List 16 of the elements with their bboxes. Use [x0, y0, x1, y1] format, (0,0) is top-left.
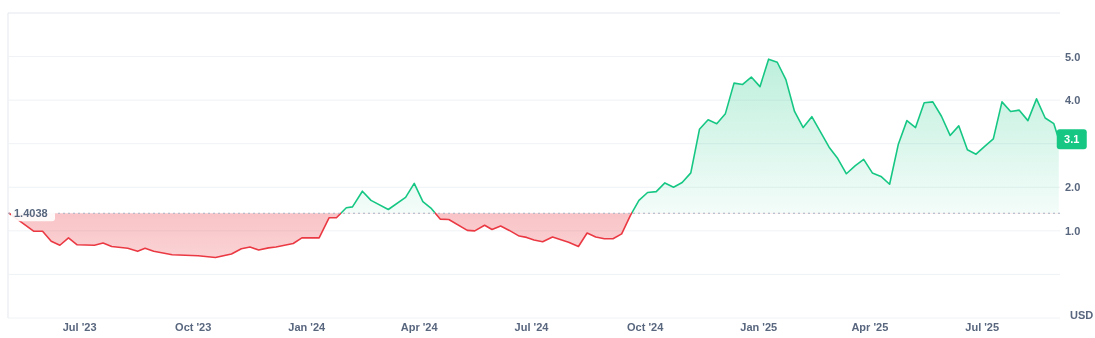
y-tick-label: 1.0: [1065, 224, 1081, 237]
annotation: 3.1: [1064, 133, 1080, 146]
y-axis-title: USD: [1070, 309, 1094, 321]
x-tick-label: Jul '23: [62, 321, 97, 333]
x-tick-label: Oct '24: [627, 321, 665, 333]
x-tick-label: Jul '24: [514, 321, 550, 333]
ref-line-label: 1.4038: [14, 207, 48, 220]
x-tick-label: Apr '24: [400, 321, 439, 333]
x-tick-label: Apr '25: [851, 321, 889, 333]
x-tick-label: Jan '25: [740, 321, 778, 333]
y-tick-label: 2.0: [1065, 181, 1081, 194]
x-tick-label: Oct '23: [175, 321, 212, 333]
y-tick-label: 5.0: [1065, 50, 1081, 63]
x-tick-label: Jul '25: [965, 321, 1000, 333]
y-tick-label: 4.0: [1065, 94, 1081, 107]
x-tick-label: Jan '24: [288, 321, 327, 333]
